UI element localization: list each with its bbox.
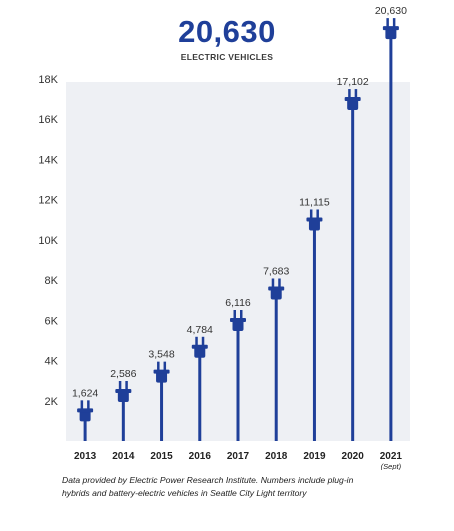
plug-bar — [77, 400, 94, 441]
y-tick-label: 8K — [45, 275, 59, 287]
x-tick-label: 2015 — [150, 451, 173, 462]
value-label: 2,586 — [110, 368, 136, 380]
ev-chart: 2K 4K 6K 8K 10K 12K 14K 16K 18K 1,624 2,586 3,548 4… — [38, 5, 410, 470]
y-tick-label: 2K — [45, 396, 59, 408]
value-label: 7,683 — [263, 265, 289, 277]
value-label: 11,115 — [299, 196, 330, 208]
footnote-line-2: hybrids and battery-electric vehicles in… — [62, 487, 307, 498]
x-tick-note: (Sept) — [381, 462, 402, 470]
value-label: 1,624 — [72, 387, 98, 399]
y-tick-label: 12K — [38, 195, 58, 207]
value-label: 4,784 — [187, 324, 213, 336]
x-tick-label: 2020 — [342, 451, 365, 462]
plug-bar — [115, 380, 132, 441]
footnote-line-1: Data provided by Electric Power Research… — [62, 475, 354, 485]
x-tick-label: 2019 — [303, 451, 326, 462]
y-tick-label: 4K — [45, 356, 59, 368]
plug-bar — [268, 278, 285, 441]
x-tick-label: 2017 — [227, 451, 250, 462]
value-label: 17,102 — [337, 76, 369, 88]
plug-bar — [344, 89, 361, 441]
plug-bar — [153, 361, 170, 441]
x-tick-label: 2016 — [189, 451, 212, 462]
footnote: Data provided by Electric Power Research… — [62, 474, 402, 499]
headline-total: 20,630 — [178, 14, 276, 49]
plug-bar — [306, 209, 323, 441]
x-tick-label: 2018 — [265, 451, 288, 462]
plug-bar — [230, 310, 246, 441]
plug-bar — [191, 336, 208, 441]
value-label: 6,116 — [225, 297, 251, 309]
y-tick-label: 10K — [38, 235, 58, 247]
y-tick-label: 16K — [38, 114, 58, 126]
x-tick-label: 2014 — [112, 451, 135, 462]
value-label: 20,630 — [375, 5, 407, 17]
y-tick-label: 18K — [38, 74, 58, 86]
headline-subtitle: ELECTRIC VEHICLES — [180, 52, 274, 62]
y-tick-label: 6K — [45, 315, 59, 327]
y-tick-label: 14K — [38, 154, 58, 166]
x-tick-label: 2021 — [380, 451, 403, 462]
plug-bar — [382, 18, 399, 441]
value-label: 3,548 — [148, 349, 174, 361]
x-tick-label: 2013 — [74, 451, 97, 462]
